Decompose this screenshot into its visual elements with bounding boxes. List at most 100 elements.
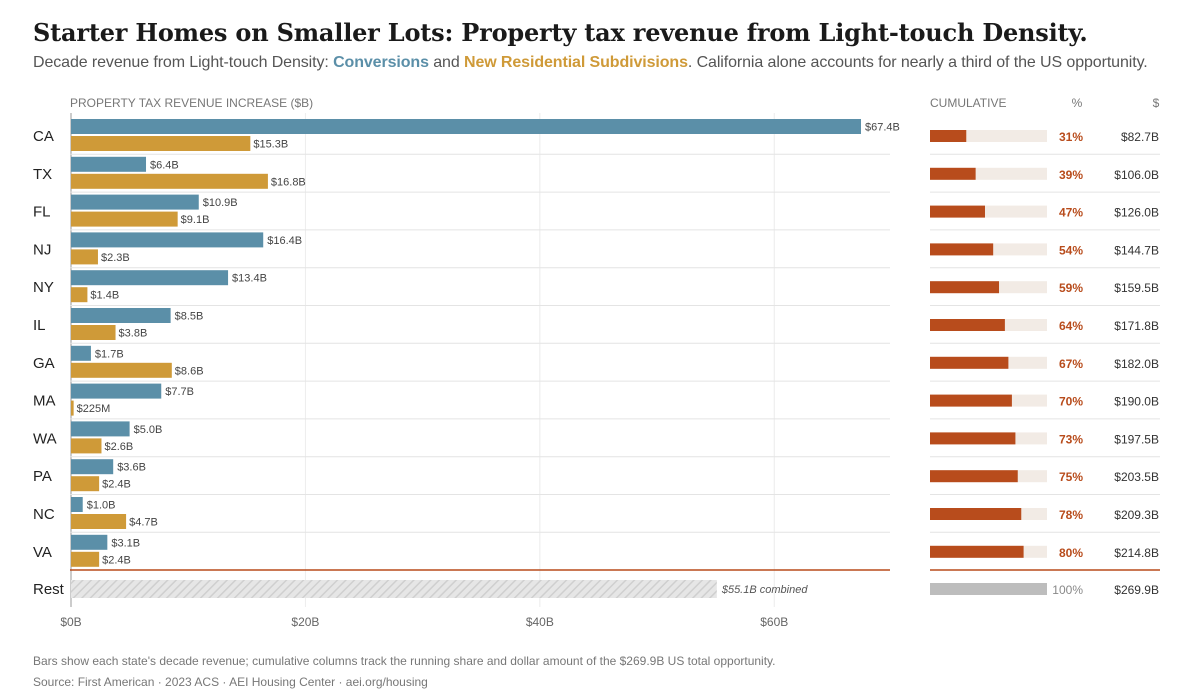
bar-label-subdivisions: $9.1B — [181, 214, 210, 226]
cumulative-pct: 80% — [1059, 546, 1083, 560]
x-tick-label: $0B — [60, 615, 81, 629]
cumulative-dollar: $144.7B — [1114, 243, 1159, 257]
bar-label-conversions: $3.1B — [111, 537, 140, 549]
x-tick-label: $20B — [291, 615, 319, 629]
cumulative-bar — [930, 470, 1018, 483]
bar-label-subdivisions: $8.6B — [175, 365, 204, 377]
cumulative-pct-rest: 100% — [1052, 583, 1083, 597]
cumulative-bar-rest — [930, 583, 1047, 595]
cumulative-bar — [930, 205, 985, 218]
cumulative-dollar: $182.0B — [1114, 357, 1159, 371]
bar-label-subdivisions: $2.4B — [102, 479, 131, 491]
bar-label-conversions: $1.0B — [87, 500, 116, 512]
chart-svg: CA $67.4B $15.3B TX $6.4B $16.8B FL $10.9B $9.1B… — [33, 96, 1160, 629]
cumulative-bar — [930, 508, 1022, 520]
subtitle-text-mid: and — [428, 54, 464, 71]
bar-subdivisions — [71, 476, 100, 492]
state-label: FL — [33, 204, 51, 221]
state-label: PA — [33, 468, 52, 485]
bar-subdivisions — [71, 287, 88, 303]
bar-label-rest: $55.1B combined — [721, 584, 808, 596]
bar-label-conversions: $7.7B — [165, 386, 194, 398]
bar-label-conversions: $5.0B — [134, 424, 163, 436]
cumulative-dollar: $209.3B — [1114, 508, 1159, 522]
cumulative-pct: 73% — [1059, 432, 1083, 446]
bar-label-conversions: $6.4B — [150, 159, 179, 171]
bar-label-conversions: $1.7B — [95, 348, 124, 360]
chart-rows: CA $67.4B $15.3B TX $6.4B $16.8B FL $10.9B $9.1B… — [33, 119, 900, 598]
bar-conversions — [71, 119, 861, 134]
bar-label-conversions: $16.4B — [267, 235, 302, 247]
bar-label-conversions: $67.4B — [865, 122, 900, 134]
chart-title: Starter Homes on Smaller Lots: Property … — [33, 18, 1088, 47]
state-label: NC — [33, 506, 55, 523]
cumulative-panel: CUMULATIVE% $31% $82.7B 39% $106.0B 47% $126.0… — [930, 96, 1160, 597]
cumulative-pct: 39% — [1059, 168, 1083, 182]
x-tick-label: $60B — [760, 615, 788, 629]
cumulative-dollar-rest: $269.9B — [1114, 583, 1159, 597]
state-label: GA — [33, 355, 55, 372]
cumulative-pct: 67% — [1059, 357, 1083, 371]
x-tick-label: $40B — [526, 615, 554, 629]
bar-label-conversions: $13.4B — [232, 273, 267, 285]
state-label: TX — [33, 166, 52, 183]
cumulative-pct: 64% — [1059, 319, 1083, 333]
cumulative-dollar: $190.0B — [1114, 395, 1159, 409]
bar-label-subdivisions: $1.4B — [90, 290, 119, 302]
cumulative-bar — [930, 281, 1000, 294]
cumulative-dollar-header: $ — [1153, 96, 1160, 110]
cumulative-dollar: $106.0B — [1114, 168, 1159, 182]
bar-subdivisions — [71, 438, 102, 454]
bar-subdivisions — [71, 400, 74, 416]
bar-label-conversions: $3.6B — [117, 462, 146, 474]
bar-conversions — [71, 194, 199, 210]
cumulative-bar — [930, 432, 1016, 445]
state-label: MA — [33, 393, 56, 410]
state-label: CA — [33, 128, 54, 145]
cumulative-pct: 70% — [1059, 395, 1083, 409]
cumulative-dollar: $171.8B — [1114, 319, 1159, 333]
bar-subdivisions — [71, 249, 98, 265]
bar-label-conversions: $8.5B — [175, 311, 204, 323]
bar-conversions — [71, 345, 91, 361]
bar-conversions — [71, 497, 83, 512]
cumulative-pct: 47% — [1059, 206, 1083, 220]
bar-label-subdivisions: $16.8B — [271, 176, 306, 188]
bar-label-subdivisions: $4.7B — [129, 517, 158, 529]
bar-conversions — [71, 232, 264, 248]
state-label: IL — [33, 317, 46, 334]
cumulative-pct: 78% — [1059, 508, 1083, 522]
bar-conversions — [71, 156, 147, 172]
footer-source: Source: First American · 2023 ACS · AEI … — [33, 675, 428, 689]
cumulative-dollar: $197.5B — [1114, 432, 1159, 446]
cumulative-bar — [930, 545, 1024, 558]
cumulative-bar — [930, 356, 1009, 369]
x-axis: PROPERTY TAX REVENUE INCREASE ($B) $0B $20… — [60, 96, 788, 629]
bar-label-conversions: $10.9B — [203, 197, 238, 209]
bar-rest — [71, 580, 717, 598]
cumulative-bar — [930, 394, 1012, 407]
state-label: NY — [33, 279, 54, 296]
cumulative-dollar: $203.5B — [1114, 470, 1159, 484]
bar-label-subdivisions: $225M — [77, 403, 111, 415]
cumulative-pct: 59% — [1059, 281, 1083, 295]
bar-subdivisions — [71, 173, 268, 189]
bar-label-subdivisions: $15.3B — [253, 139, 288, 151]
bar-subdivisions — [71, 551, 100, 567]
chart-subtitle: Decade revenue from Light-touch Density:… — [33, 54, 1148, 72]
bar-conversions — [71, 534, 108, 550]
subtitle-text-tail: . California alone accounts for nearly a… — [687, 54, 1148, 71]
cumulative-pct: 54% — [1059, 243, 1083, 257]
cumulative-bar — [930, 319, 1005, 331]
state-label: WA — [33, 430, 57, 447]
cumulative-dollar: $126.0B — [1114, 206, 1159, 220]
state-label: VA — [33, 544, 52, 561]
bar-conversions — [71, 270, 229, 286]
cumulative-dollar: $159.5B — [1114, 281, 1159, 295]
bar-subdivisions — [71, 136, 251, 151]
cumulative-dollar: $214.8B — [1114, 546, 1159, 560]
bar-label-subdivisions: $3.8B — [119, 328, 148, 340]
subtitle-series-conversions: Conversions — [333, 54, 429, 71]
x-axis-title: PROPERTY TAX REVENUE INCREASE ($B) — [70, 96, 313, 110]
bar-subdivisions — [71, 325, 116, 340]
